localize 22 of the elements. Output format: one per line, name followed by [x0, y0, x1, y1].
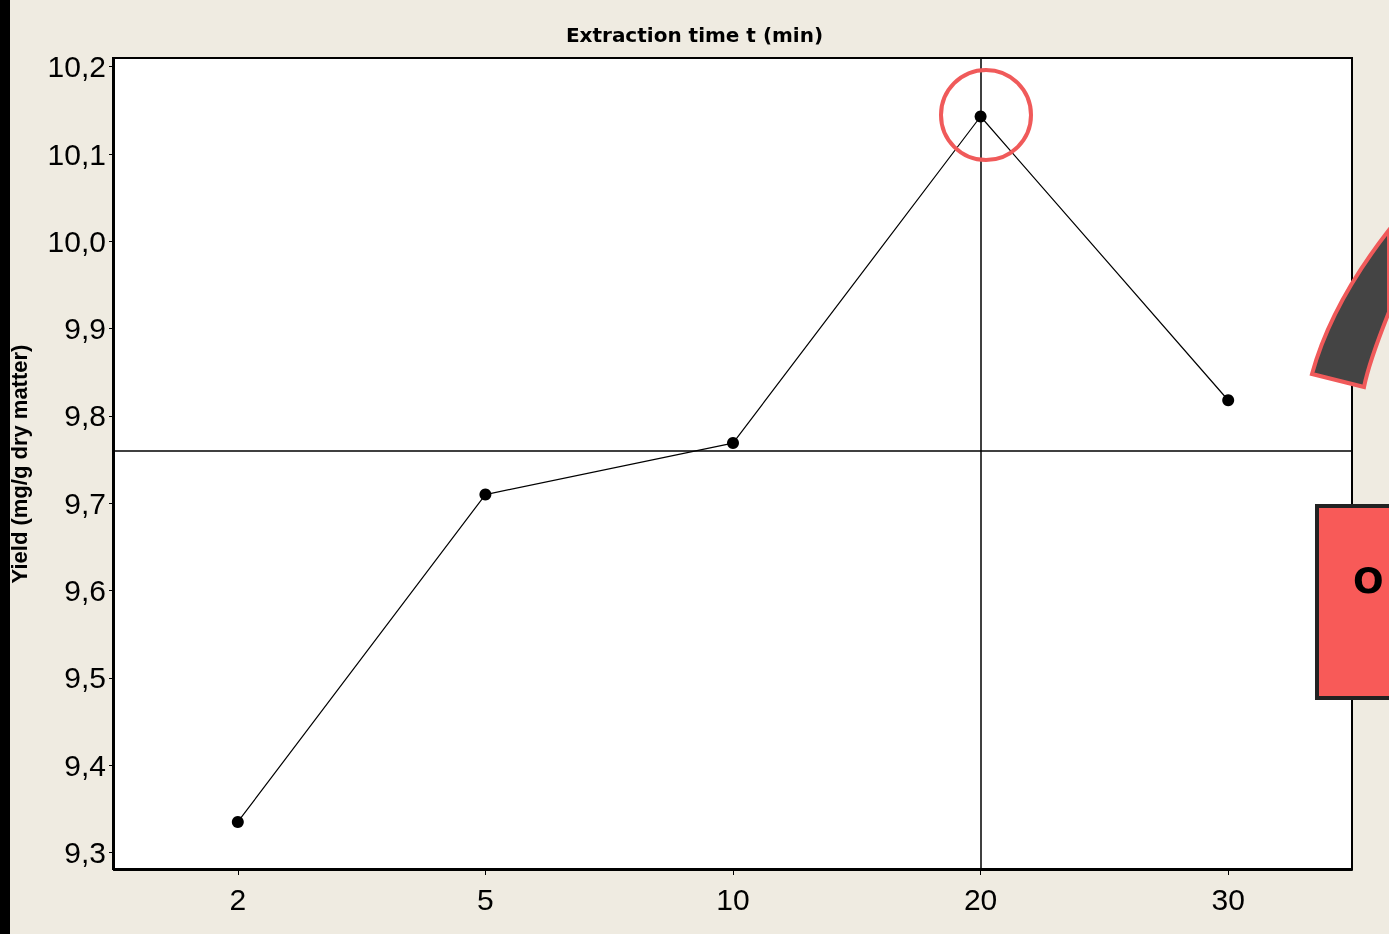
- y-tick-label: 9,9: [64, 312, 106, 346]
- label-box: O: [1315, 504, 1389, 700]
- point: [479, 488, 492, 501]
- y-tick-label: 10,1: [47, 137, 106, 171]
- x-tick-label: 30: [1211, 882, 1245, 916]
- y-tick-label: 9,7: [64, 486, 106, 520]
- point: [231, 815, 244, 828]
- chart-title: Extraction time t (min): [565, 23, 824, 47]
- x-tick-label: 10: [716, 882, 750, 916]
- point: [1222, 394, 1235, 407]
- y-tick-label: 10,2: [47, 50, 106, 84]
- y-tick-label: 9,8: [64, 399, 106, 433]
- x-tick-label: 20: [963, 882, 998, 916]
- y-tick-label: 9,5: [64, 661, 106, 695]
- y-tick-label: 9,6: [64, 574, 106, 608]
- x-tick-label: 5: [477, 882, 494, 916]
- y-tick-label: 10,0: [47, 224, 106, 258]
- point: [727, 437, 739, 450]
- x-tick-label: 2: [229, 882, 247, 916]
- y-tick-label: 9,3: [64, 836, 106, 870]
- y-tick-label: 9,4: [64, 748, 106, 782]
- y-axis-title: Yield (mg/g dry matter): [6, 344, 32, 584]
